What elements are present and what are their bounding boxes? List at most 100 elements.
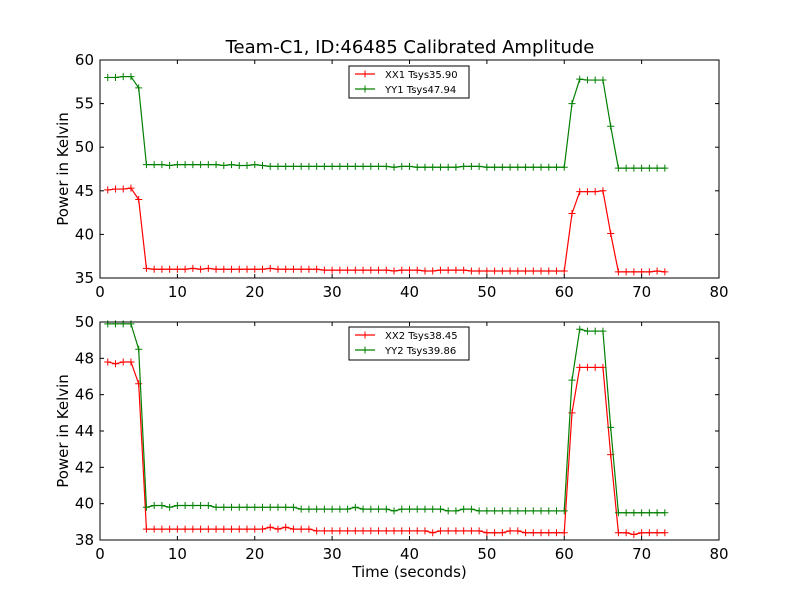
data-point: [560, 267, 568, 275]
data-point: [204, 264, 212, 272]
data-point: [645, 509, 653, 517]
data-point: [398, 505, 406, 513]
data-point: [351, 266, 359, 274]
data-point: [251, 265, 259, 273]
data-point: [483, 267, 491, 275]
x-tick-label: 70: [632, 283, 651, 301]
data-point: [591, 188, 599, 196]
data-point: [645, 268, 653, 276]
data-point: [251, 525, 259, 533]
data-point: [258, 265, 266, 273]
data-point: [498, 507, 506, 515]
data-point: [537, 163, 545, 171]
data-point: [576, 363, 584, 371]
data-point: [305, 265, 313, 273]
x-tick-label: 70: [632, 545, 651, 563]
data-point: [336, 266, 344, 274]
data-point: [251, 503, 259, 511]
x-tick-label: 50: [477, 283, 496, 301]
data-point: [220, 503, 228, 511]
data-point: [235, 503, 243, 511]
y-tick-label: 45: [75, 182, 94, 200]
data-point: [491, 163, 499, 171]
data-point: [228, 503, 236, 511]
data-point: [413, 527, 421, 535]
data-point: [119, 358, 127, 366]
y-tick-label: 50: [75, 138, 94, 156]
data-point: [111, 73, 119, 81]
data-point: [560, 507, 568, 515]
data-point: [228, 525, 236, 533]
data-point: [591, 363, 599, 371]
data-point: [313, 527, 321, 535]
data-point: [104, 73, 112, 81]
data-point: [483, 163, 491, 171]
data-point: [444, 527, 452, 535]
data-point: [313, 265, 321, 273]
data-point: [444, 507, 452, 515]
data-point: [189, 525, 197, 533]
data-point: [305, 505, 313, 513]
data-point: [197, 525, 205, 533]
data-point: [127, 73, 135, 81]
data-point: [150, 525, 158, 533]
data-point: [653, 164, 661, 172]
data-point: [173, 525, 181, 533]
y-tick-label: 60: [75, 51, 94, 69]
data-point: [452, 507, 460, 515]
data-point: [653, 529, 661, 537]
data-point: [382, 527, 390, 535]
data-point: [413, 163, 421, 171]
data-point: [375, 266, 383, 274]
data-point: [506, 507, 514, 515]
data-point: [328, 162, 336, 170]
data-point: [375, 162, 383, 170]
data-point: [197, 161, 205, 169]
data-point: [220, 162, 228, 170]
data-point: [328, 505, 336, 513]
y-tick-label: 48: [75, 349, 94, 367]
data-point: [305, 525, 313, 533]
data-point: [235, 162, 243, 170]
data-point: [583, 188, 591, 196]
data-point: [622, 509, 630, 517]
data-point: [560, 163, 568, 171]
data-point: [166, 162, 174, 170]
data-point: [522, 507, 530, 515]
data-point: [181, 265, 189, 273]
data-point: [135, 196, 143, 204]
data-point: [475, 527, 483, 535]
legend-label: YY1 Tsys47.94: [384, 85, 456, 96]
data-point: [491, 529, 499, 537]
data-point: [622, 529, 630, 537]
data-point: [661, 529, 669, 537]
data-point: [212, 161, 220, 169]
y-tick-label: 40: [75, 495, 94, 513]
data-point: [313, 505, 321, 513]
data-point: [150, 265, 158, 273]
data-point: [359, 266, 367, 274]
data-point: [545, 507, 553, 515]
data-point: [142, 161, 150, 169]
data-point: [553, 267, 561, 275]
data-point: [514, 527, 522, 535]
data-point: [274, 265, 282, 273]
data-point: [266, 503, 274, 511]
data-point: [406, 162, 413, 170]
data-point: [630, 164, 638, 172]
y-axis-label: Power in Kelvin: [54, 112, 72, 226]
data-point: [297, 162, 305, 170]
data-point: [645, 529, 653, 537]
data-point: [344, 527, 352, 535]
data-point: [173, 265, 181, 273]
data-point: [328, 527, 336, 535]
data-point: [111, 320, 119, 328]
data-point: [158, 265, 166, 273]
data-point: [421, 267, 429, 275]
data-point: [289, 525, 297, 533]
data-point: [460, 505, 468, 513]
data-point: [545, 267, 553, 275]
data-point: [189, 501, 197, 509]
data-point: [506, 527, 514, 535]
